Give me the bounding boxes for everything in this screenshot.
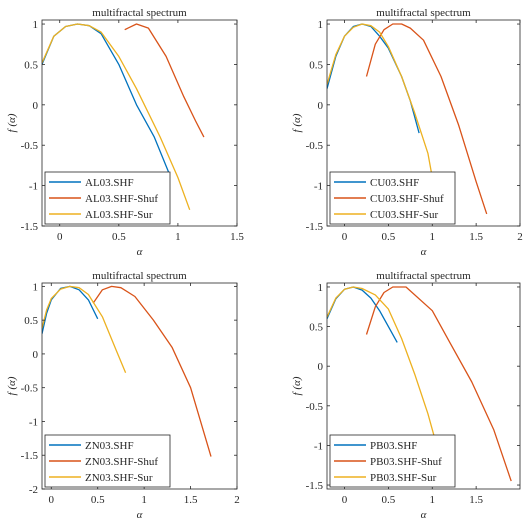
chart-title: multifractal spectrum xyxy=(92,270,187,282)
x-tick-label: 1.5 xyxy=(230,231,244,243)
x-tick-label: 1.5 xyxy=(469,231,483,243)
x-tick-label: 0.5 xyxy=(382,231,396,243)
y-tick-label: 0 xyxy=(33,100,39,112)
legend-label-3: ZN03.SHF-Sur xyxy=(85,472,153,484)
x-tick-label: 2 xyxy=(517,231,523,243)
legend: ZN03.SHF ZN03.SHF-Shuf ZN03.SHF-Sur xyxy=(44,434,171,488)
x-tick-label: 0 xyxy=(57,231,63,243)
legend-label-2: CU03.SHF-Shuf xyxy=(370,193,444,205)
x-tick-label: 0 xyxy=(342,494,348,506)
y-tick-label: -0.5 xyxy=(306,140,324,152)
chart-title: multifractal spectrum xyxy=(92,7,187,19)
series-line-2 xyxy=(92,285,212,457)
y-tick-label: 0.5 xyxy=(24,315,38,327)
y-tick-label: 0.5 xyxy=(309,59,323,71)
legend-label-2: AL03.SHF-Shuf xyxy=(85,193,158,205)
plot-box xyxy=(326,282,521,490)
chart-panel-1: 0 0.5 1 1.5 -1.5 -1 -0.5 0 0.5 1 multifractal spec… xyxy=(6,7,244,258)
legend-label-3: PB03.SHF-Sur xyxy=(370,472,437,484)
x-tick-label: 1.5 xyxy=(469,494,483,506)
y-tick-label: 1 xyxy=(33,19,39,31)
x-tick-label: 1 xyxy=(430,231,436,243)
y-tick-label: -0.5 xyxy=(306,401,324,413)
legend-label-1: CU03.SHF xyxy=(370,177,419,189)
chart-panel-3: 0 0.5 1 1.5 2 -2 -1.5 -1 -0.5 0 0.5 1 multifractal s… xyxy=(6,270,240,521)
y-tick-label: 0.5 xyxy=(24,59,38,71)
y-tick-label: 1 xyxy=(318,19,324,31)
legend: AL03.SHF AL03.SHF-Shuf AL03.SHF-Sur xyxy=(44,171,171,225)
y-tick-label: -1 xyxy=(314,440,323,452)
legend-label-3: CU03.SHF-Sur xyxy=(370,209,438,221)
y-tick-label: -1 xyxy=(29,416,38,428)
y-tick-label: 0 xyxy=(318,100,324,112)
x-tick-label: 1.5 xyxy=(184,494,198,506)
plot-box xyxy=(41,282,238,490)
series-line-3 xyxy=(42,285,127,374)
chart-title: multifractal spectrum xyxy=(376,270,471,282)
series-line-1 xyxy=(327,23,420,134)
y-tick-label: -1 xyxy=(29,181,38,193)
series-line-3 xyxy=(327,286,438,446)
series-line-1 xyxy=(327,286,398,343)
x-tick-label: 1 xyxy=(430,494,436,506)
legend-label-1: PB03.SHF xyxy=(370,440,417,452)
chart-panel-4: 0 0.5 1 1.5 -1.5 -1 -0.5 0 0.5 1 multifractal spec… xyxy=(291,270,521,521)
series-line-1 xyxy=(42,285,99,334)
legend: PB03.SHF PB03.SHF-Shuf PB03.SHF-Sur xyxy=(329,434,456,488)
y-tick-label: 0.5 xyxy=(309,322,323,334)
x-tick-label: 0 xyxy=(49,494,55,506)
x-tick-label: 1 xyxy=(175,231,181,243)
x-tick-label: 0 xyxy=(342,231,348,243)
legend-label-3: AL03.SHF-Sur xyxy=(85,209,153,221)
y-tick-label: 1 xyxy=(318,282,324,294)
y-tick-label: -2 xyxy=(29,484,38,496)
legend-label-1: ZN03.SHF xyxy=(85,440,134,452)
legend: CU03.SHF CU03.SHF-Shuf CU03.SHF-Sur xyxy=(329,171,456,225)
y-tick-label: -0.5 xyxy=(21,383,39,395)
y-tick-label: 1 xyxy=(33,281,39,293)
y-tick-label: -1.5 xyxy=(306,480,324,492)
legend-label-1: AL03.SHF xyxy=(85,177,134,189)
legend-label-2: PB03.SHF-Shuf xyxy=(370,456,442,468)
plot-box xyxy=(326,19,521,227)
plot-box xyxy=(41,19,238,227)
chart-title: multifractal spectrum xyxy=(376,7,471,19)
y-axis-label: f (α) xyxy=(291,376,303,395)
x-tick-label: 2 xyxy=(234,494,240,506)
series-line-3 xyxy=(42,23,191,211)
y-tick-label: 0 xyxy=(318,361,324,373)
x-axis-label: α xyxy=(137,509,143,521)
x-tick-label: 0.5 xyxy=(382,494,396,506)
y-axis-label: f (α) xyxy=(6,113,18,132)
y-tick-label: -1.5 xyxy=(21,450,39,462)
y-tick-label: -1.5 xyxy=(306,221,324,233)
x-tick-label: 0.5 xyxy=(112,231,126,243)
x-tick-label: 0.5 xyxy=(91,494,105,506)
y-tick-label: -0.5 xyxy=(21,140,39,152)
y-tick-label: 0 xyxy=(33,349,39,361)
series-line-2 xyxy=(124,23,205,138)
y-axis-label: f (α) xyxy=(6,376,18,395)
x-axis-label: α xyxy=(137,246,143,258)
y-axis-label: f (α) xyxy=(291,113,303,132)
y-tick-label: -1 xyxy=(314,181,323,193)
series-line-3 xyxy=(327,23,433,178)
series-line-1 xyxy=(42,23,170,173)
y-tick-label: -1.5 xyxy=(21,221,39,233)
chart-panel-2: 0 0.5 1 1.5 2 -1.5 -1 -0.5 0 0.5 1 multifractal spe… xyxy=(291,7,523,258)
legend-label-2: ZN03.SHF-Shuf xyxy=(85,456,158,468)
x-axis-label: α xyxy=(421,509,427,521)
x-tick-label: 1 xyxy=(141,494,147,506)
x-axis-label: α xyxy=(421,246,427,258)
